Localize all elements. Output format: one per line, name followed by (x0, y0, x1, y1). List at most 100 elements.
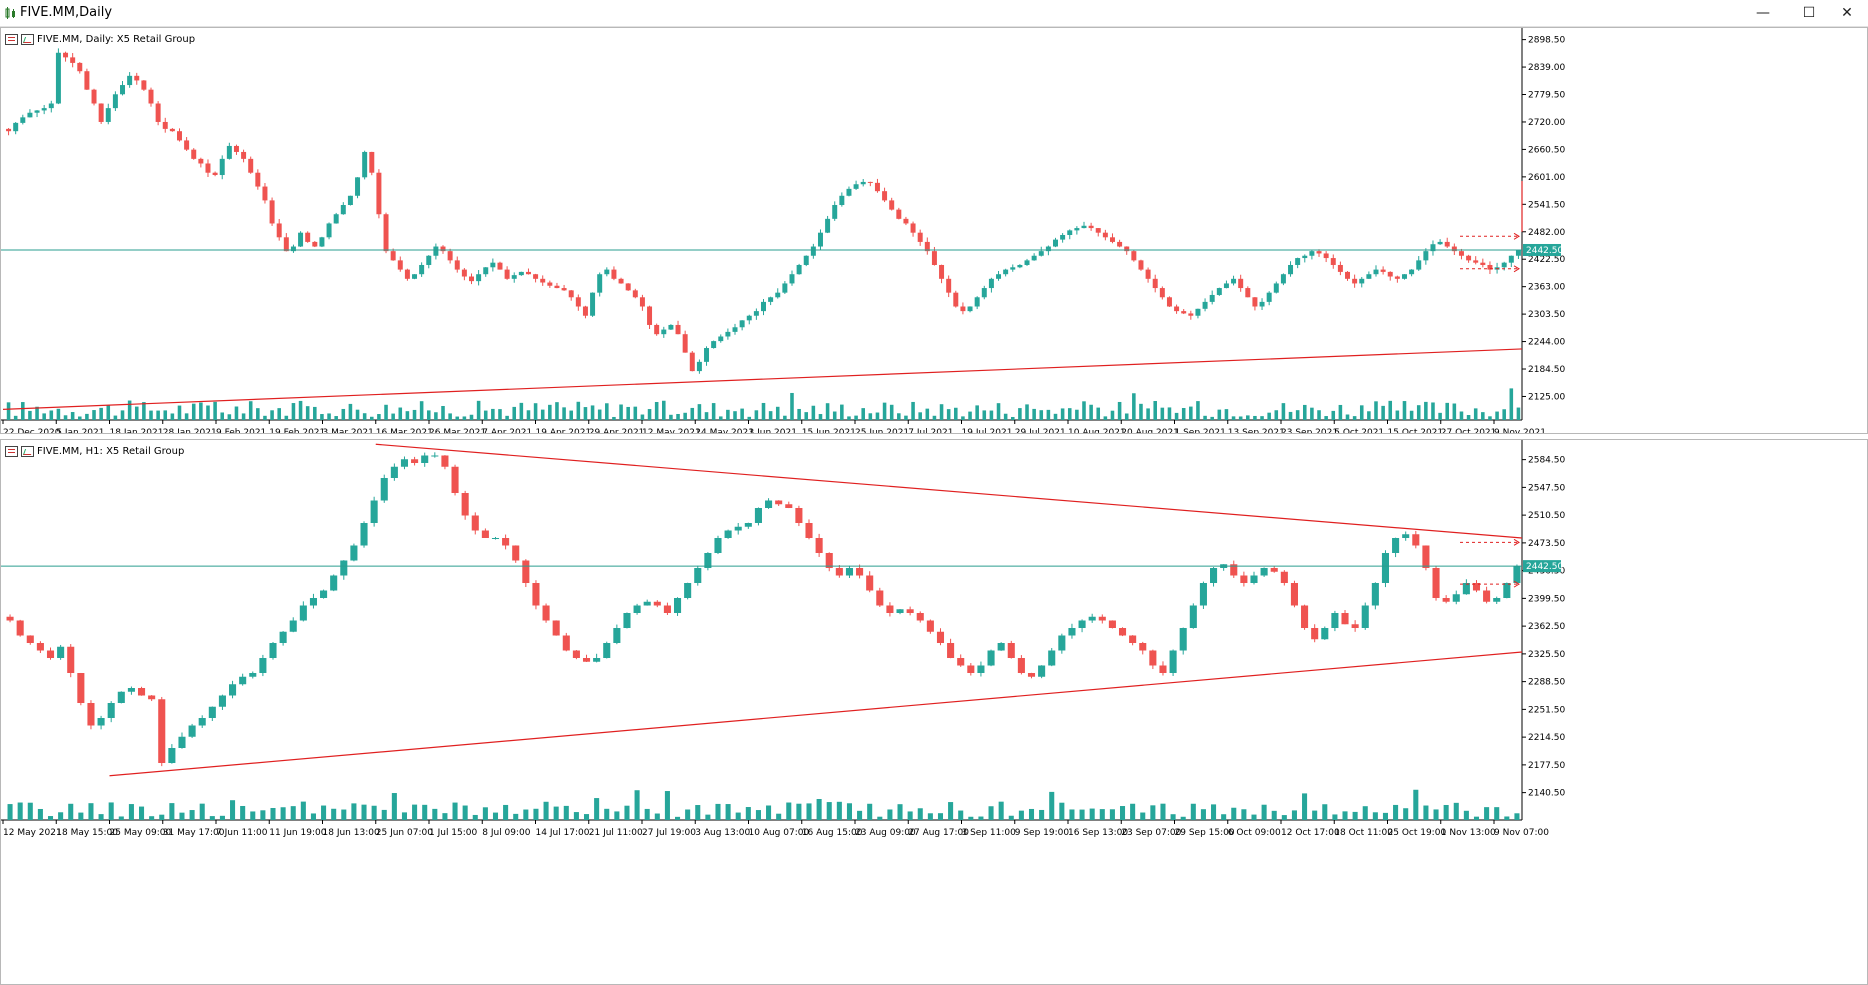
volume-bar (754, 410, 759, 420)
h1-chart-panel[interactable]: 2584.502547.502510.502473.502436.502399.… (0, 439, 1868, 985)
candle-body (1480, 262, 1486, 265)
candle-body (383, 214, 389, 252)
volume-bar (614, 811, 620, 820)
volume-bar (209, 816, 215, 820)
volume-bar (1295, 410, 1300, 420)
candle-body (400, 459, 409, 467)
candle-body (269, 643, 277, 658)
volume-bar (982, 410, 987, 420)
candle-body (960, 306, 966, 312)
volume-bar (227, 414, 232, 420)
candle-body (845, 568, 854, 576)
candle-body (753, 311, 759, 316)
candle-body (158, 699, 166, 763)
trade-list-icon[interactable] (5, 445, 18, 457)
candle-body (1152, 278, 1158, 289)
candle-body (1295, 258, 1301, 265)
volume-bar (569, 410, 573, 420)
close-button[interactable]: ✕ (1841, 5, 1853, 21)
candle-body (835, 568, 843, 576)
candle-body (981, 288, 987, 298)
x-tick-label: 3 Aug 13:00 (695, 828, 750, 838)
candle-body (1423, 251, 1429, 261)
candle-body (1074, 228, 1080, 231)
candle-body (684, 583, 692, 598)
candle-body (454, 260, 460, 270)
volume-bar (1317, 410, 1321, 420)
volume-bar (1494, 807, 1500, 820)
candle-body (188, 725, 196, 737)
volume-bar (832, 411, 837, 420)
volume-bar (907, 811, 913, 820)
daily-chart-canvas[interactable]: 2898.50 2839.00 2779.50 2720.00 2660.50 2601.… (1, 28, 1867, 433)
candle-body (1301, 605, 1309, 628)
volume-bar (1124, 413, 1129, 420)
trade-list-icon[interactable] (5, 33, 18, 45)
minimize-button[interactable]: — (1756, 5, 1770, 21)
volume-bar (1039, 809, 1045, 820)
h1-chart-canvas[interactable]: 2584.502547.502510.502473.502436.502399.… (1, 440, 1867, 984)
volume-bar (21, 402, 25, 420)
candle-body (1380, 269, 1386, 272)
volume-bar (13, 415, 18, 420)
candle-body (191, 149, 197, 159)
candle-body (704, 553, 712, 568)
volume-bar (1374, 401, 1378, 420)
daily-chart-panel[interactable]: 2898.50 2839.00 2779.50 2720.00 2660.50 2601.… (0, 27, 1868, 434)
candle-body (1216, 288, 1222, 295)
volume-bar (768, 411, 773, 420)
candle-body (632, 290, 638, 298)
candle-body (1270, 568, 1278, 572)
candle-body (1179, 628, 1187, 651)
candle-body (1053, 239, 1058, 247)
x-tick-label: 9 Nov 2021 (1494, 428, 1546, 433)
volume-bar (78, 416, 82, 420)
x-tick-label: 1 Jul 15:00 (429, 828, 478, 838)
volume-bar (58, 812, 64, 820)
volume-bar (63, 415, 68, 420)
candle-body (6, 128, 12, 132)
volume-bar (159, 814, 165, 820)
volume-bar (889, 404, 894, 420)
volume-bar (248, 401, 253, 420)
candle-body (1508, 255, 1514, 263)
y-tick-label: 2720.00 (1528, 118, 1565, 128)
candle-body (137, 688, 146, 696)
candle-body (1003, 269, 1009, 275)
volume-bar (946, 409, 951, 420)
volume-bar (583, 814, 590, 820)
volume-bar (250, 811, 256, 820)
candle-body (725, 331, 731, 337)
volume-bar (958, 810, 964, 820)
y-tick-label: 2510.50 (1528, 511, 1565, 521)
candle-body (832, 205, 838, 219)
indicator-icon[interactable] (21, 33, 34, 45)
indicator-icon[interactable] (21, 445, 34, 457)
candle-body (623, 613, 631, 628)
maximize-button[interactable]: ☐ (1802, 5, 1816, 21)
candle-body (6, 616, 14, 621)
candle-body (97, 718, 105, 726)
volume-bar (747, 416, 752, 420)
volume-bar (761, 402, 766, 420)
volume-bar (1096, 407, 1101, 420)
candle-body (419, 264, 425, 275)
candle-body (1337, 264, 1343, 272)
candle-body (547, 282, 553, 286)
x-tick-label: 9 Sep 19:00 (1015, 828, 1070, 838)
candle-body (694, 568, 702, 583)
volume-bar (241, 413, 246, 420)
candle-body (205, 163, 211, 173)
candle-body (98, 103, 104, 122)
candle-body (618, 278, 624, 284)
volume-bar (1110, 410, 1115, 420)
candle-body (803, 255, 809, 265)
candle-body (1316, 251, 1322, 254)
candle-body (846, 188, 852, 196)
volume-bar (705, 814, 711, 820)
candle-body (248, 158, 254, 173)
candle-body (1466, 255, 1472, 261)
candle-body (1149, 650, 1157, 666)
volume-bar (1003, 413, 1008, 420)
candle-body (1259, 301, 1265, 307)
